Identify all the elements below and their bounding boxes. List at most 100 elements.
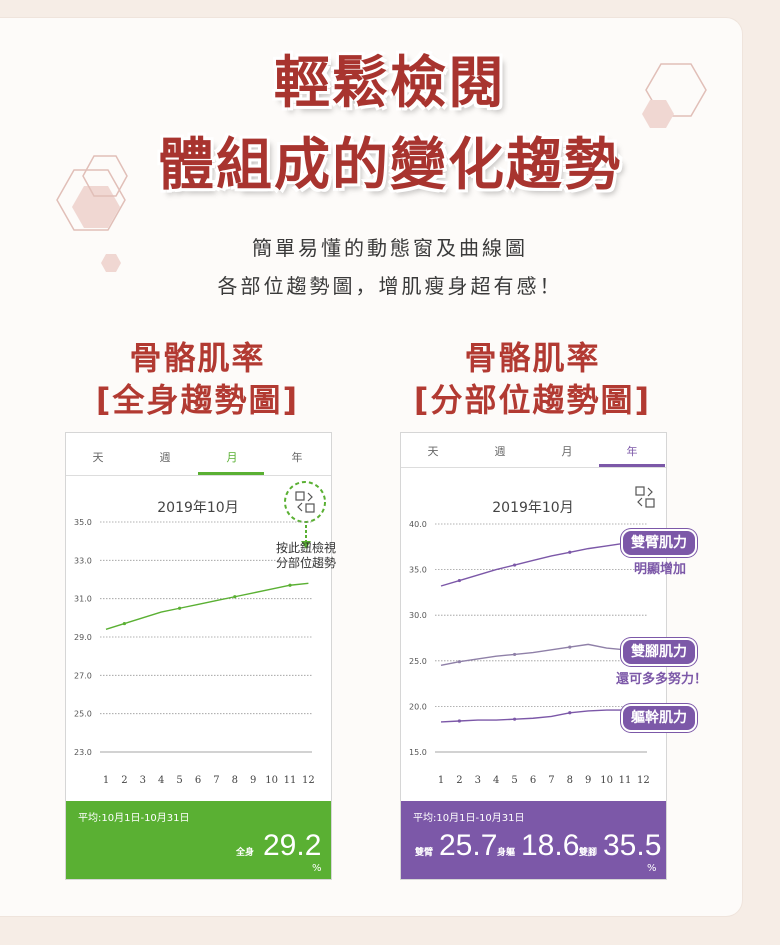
y-tick-label: 27.0 (74, 671, 92, 680)
y-tick-label: 31.0 (74, 595, 92, 604)
subtitle-line1: 簡單易懂的動態窗及曲線圖 (252, 236, 528, 260)
left-section-title-line1: 骨骼肌率 (129, 339, 266, 377)
data-point (513, 563, 517, 567)
x-tick-label: 5 (176, 775, 182, 786)
stat-label-legs: 雙腳 (579, 848, 598, 858)
series-line-1 (440, 539, 644, 587)
hexagon-decoration-icon (642, 63, 707, 128)
tab-month[interactable]: 月 (226, 451, 238, 464)
hint-line2: 分部位趨勢 (275, 556, 336, 570)
y-tick-label: 23.0 (74, 748, 92, 757)
y-tick-label: 15.0 (409, 748, 427, 757)
tab-day[interactable]: 天 (92, 451, 104, 464)
x-tick-label: 3 (140, 775, 146, 786)
tab-bar: 天 週 月 年 (66, 433, 331, 476)
stat-unit: % (312, 863, 322, 874)
hint-line1: 按此鈕檢視 (275, 541, 336, 555)
right-summary-footer: 平均:10月1日-10月31日 雙臂 25.7 身軀 18.6 雙腳 35.5 … (401, 801, 666, 879)
tag-leg-strength: 雙腳肌力 (623, 640, 695, 664)
tab-month-indicator (198, 472, 264, 475)
y-tick-label: 33.0 (74, 556, 92, 565)
tag-arm-strength: 雙臂肌力 (623, 531, 695, 555)
y-tick-label: 25.0 (409, 657, 427, 666)
data-point (178, 606, 182, 610)
chart-svg: 40.035.030.025.020.015.01 2 3 4 5 6 7 8 9 10 11 12 (409, 520, 650, 786)
series-line-1 (105, 582, 309, 631)
tab-year-indicator (599, 464, 665, 467)
data-point (457, 578, 461, 583)
data-point (122, 621, 126, 626)
tab-week[interactable]: 週 (494, 445, 506, 458)
x-tick-label: 9 (585, 775, 591, 786)
x-tick-label: 8 (232, 775, 238, 786)
tab-month[interactable]: 月 (561, 445, 573, 458)
tab-bar: 天 週 月 年 (401, 433, 666, 468)
series-line-2 (440, 643, 644, 667)
left-summary-footer: 平均:10月1日-10月31日 全身 29.2 % (66, 801, 331, 879)
x-tick-label: 10 (600, 775, 613, 786)
x-tick-label: 12 (302, 775, 315, 786)
x-tick-label: 1 (103, 775, 109, 786)
x-tick-label: 6 (195, 775, 201, 786)
data-point (233, 595, 237, 599)
x-tick-label: 4 (493, 775, 499, 786)
note-leg: 還可多多努力！ (616, 672, 708, 687)
left-section-title-line2: [全身趨勢圖] (95, 381, 300, 419)
stat-label-trunk: 身軀 (497, 848, 516, 858)
data-point (513, 717, 517, 721)
stat-unit: % (647, 863, 657, 874)
y-tick-label: 40.0 (409, 520, 427, 529)
left-phone-screen: 天 週 月 年 2019年10月 按此鈕檢視 分部位趨勢 35.0 33.0 31.… (65, 432, 336, 880)
y-tick-label: 25.0 (74, 710, 92, 719)
switch-view-button[interactable] (633, 485, 657, 509)
y-tick-label: 35.0 (74, 518, 92, 527)
x-tick-label: 7 (213, 775, 219, 786)
stat-value-legs: 35.5 (603, 829, 662, 862)
x-tick-label: 11 (619, 775, 632, 786)
tab-year[interactable]: 年 (626, 445, 638, 458)
data-point (568, 550, 572, 554)
switch-view-icon (295, 491, 315, 513)
x-tick-label: 4 (158, 775, 164, 786)
x-tick-label: 1 (438, 775, 444, 786)
headline-line1: 輕鬆檢閱 (274, 51, 506, 116)
x-tick-label: 10 (265, 775, 278, 786)
data-point (568, 711, 572, 715)
y-tick-label: 30.0 (409, 611, 427, 620)
right-phone-screen: 天 週 月 年 2019年10月 40.0 35.0 30.0 25.0 20.0 15.… (400, 432, 667, 880)
hint-arrow-icon (301, 525, 311, 549)
hint-text: 按此鈕檢視 分部位趨勢 (266, 541, 346, 571)
x-tick-label: 7 (548, 775, 554, 786)
x-tick-label: 3 (475, 775, 481, 786)
x-tick-label: 5 (511, 775, 517, 786)
x-tick-label: 9 (250, 775, 256, 786)
x-tick-label: 2 (121, 775, 127, 786)
right-section-title-line2: [分部位趨勢圖] (413, 381, 652, 419)
tag-trunk-strength: 軀幹肌力 (623, 706, 695, 730)
subtitle-line2: 各部位趨勢圖，增肌瘦身超有感！ (217, 274, 563, 298)
y-tick-label: 20.0 (409, 702, 427, 711)
avg-range-label: 平均:10月1日-10月31日 (78, 813, 190, 824)
data-point (457, 660, 461, 664)
data-point (288, 583, 292, 587)
avg-range-label: 平均:10月1日-10月31日 (413, 813, 525, 824)
data-point (513, 652, 517, 657)
tab-day[interactable]: 天 (427, 445, 439, 458)
month-label: 2019年10月 (157, 500, 239, 516)
headline-line2: 體組成的變化趨勢 (158, 133, 622, 198)
switch-view-icon (635, 486, 655, 508)
stat-value-whole-body: 29.2 (263, 829, 322, 862)
x-tick-label: 6 (530, 775, 536, 786)
stat-label-whole-body: 全身 (236, 848, 255, 858)
hexagon-decoration-icon (56, 155, 128, 272)
x-tick-label: 12 (637, 775, 650, 786)
note-arm: 明顯增加 (634, 562, 687, 577)
stat-value-arms: 25.7 (439, 829, 498, 862)
tab-week[interactable]: 週 (159, 451, 171, 464)
x-tick-label: 2 (456, 775, 462, 786)
series-line-3 (440, 709, 644, 723)
y-tick-label: 35.0 (409, 566, 427, 575)
tab-year[interactable]: 年 (291, 451, 303, 464)
chart-svg: 35.033.031.029.027.025.023.01 2 3 4 5 6 7 8 9 10 1… (74, 518, 315, 786)
y-tick-label: 29.0 (74, 633, 92, 642)
